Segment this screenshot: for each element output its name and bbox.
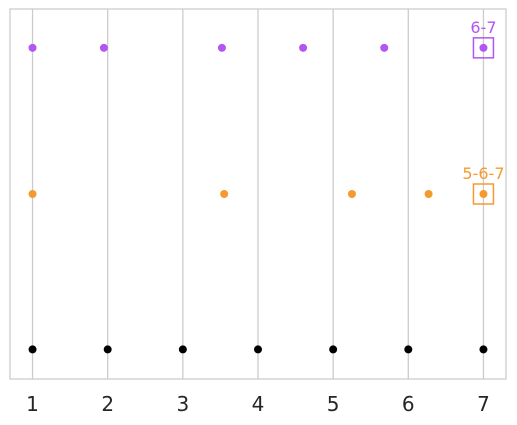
point-s2-5 — [404, 345, 413, 354]
point-s2-6 — [479, 345, 488, 354]
x-axis-tick-labels: 1 2 3 4 5 6 7 — [26, 392, 490, 416]
point-s1-3 — [424, 190, 433, 198]
x-tick-label-5: 5 — [327, 392, 340, 416]
x-tick-label-3: 3 — [176, 392, 189, 416]
point-s1-1 — [220, 190, 229, 198]
point-s1-0 — [28, 190, 37, 198]
point-s0-3 — [299, 43, 308, 52]
plot-frame — [9, 8, 507, 380]
point-s0-1 — [99, 43, 108, 52]
x-tick-label-1: 1 — [26, 392, 39, 416]
point-s1-4 — [479, 190, 488, 198]
point-s0-4 — [380, 43, 389, 52]
x-tick-label-4: 4 — [252, 392, 265, 416]
grid-lines — [31, 9, 485, 379]
annotation-box-0 — [472, 37, 495, 59]
point-s2-1 — [103, 345, 112, 354]
point-s2-4 — [329, 345, 338, 354]
point-s1-2 — [347, 190, 356, 198]
point-s0-5 — [479, 43, 488, 52]
x-tick-label-7: 7 — [477, 392, 490, 416]
annotations: 6-7 5-6-7 — [462, 18, 505, 205]
point-s0-2 — [217, 43, 226, 52]
annotation-label-0: 6-7 — [470, 18, 496, 37]
point-s2-3 — [254, 345, 262, 354]
point-s2-2 — [178, 345, 187, 354]
point-s2-0 — [28, 345, 37, 354]
x-tick-label-6: 6 — [402, 392, 415, 416]
annotation-box-1 — [472, 183, 495, 205]
annotation-label-1: 5-6-7 — [462, 164, 504, 183]
data-points — [28, 43, 488, 354]
x-tick-label-2: 2 — [101, 392, 114, 416]
point-s0-0 — [28, 43, 37, 52]
